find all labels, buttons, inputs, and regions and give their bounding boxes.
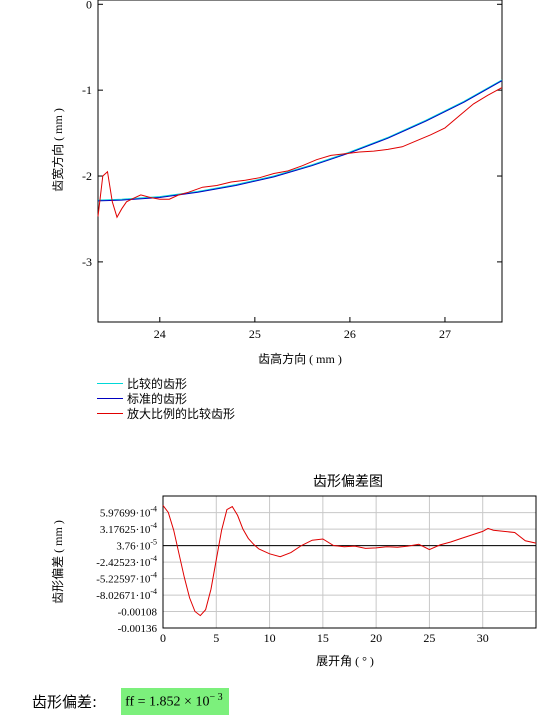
- chart2-y-tick-mantissa: 5.97699·10: [100, 508, 151, 520]
- chart2-y-tick-exponent: -4: [150, 505, 157, 514]
- chart2-y-tick-exponent: -4: [150, 587, 157, 596]
- chart2-y-tick-label: -0.00136: [118, 623, 158, 635]
- chart2-y-axis-label: 齿形偏差 ( mm ): [50, 520, 65, 604]
- chart2-y-tick-mantissa: -8.02671·10: [96, 590, 151, 602]
- chart2-y-tick-mantissa: -5.22597·10: [96, 574, 151, 586]
- chart1-x-tick-label: 26: [344, 327, 356, 341]
- chart2-y-tick-label: 5.97699·10-4: [100, 505, 157, 520]
- chart2-y-tick-exponent: -4: [150, 554, 157, 563]
- chart2-x-tick-label: 15: [317, 631, 329, 645]
- chart1-y-tick-label: 0: [86, 0, 92, 11]
- result-equals: =: [137, 694, 146, 710]
- legend-item-compared: 比较的齿形: [97, 376, 235, 391]
- chart1-plot-frame: [97, 0, 503, 323]
- chart2-y-tick-label: -5.22597·10-4: [96, 571, 157, 586]
- legend-label: 标准的齿形: [127, 392, 188, 406]
- profile-comparison-chart: 24 25 26 27 0 -1 -2 -3 齿高方向 ( mm ) 齿宽方向 ( mm ): [50, 0, 503, 366]
- chart2-x-axis-label: 展开角 ( ° ): [316, 654, 374, 668]
- result-value-box: ff = 1.852 × 10− 3: [121, 688, 229, 715]
- result-label: 齿形偏差:: [32, 692, 98, 711]
- chart2-x-tick-label: 5: [213, 631, 219, 645]
- chart1-x-tick-label: 24: [154, 327, 166, 341]
- deviation-result: 齿形偏差: ff = 1.852 × 10− 3: [32, 688, 229, 715]
- chart2-y-tick-exponent: -5: [150, 538, 157, 547]
- chart2-y-tick-label: -8.02671·10-4: [96, 587, 157, 602]
- chart2-y-tick-label: 3.17625·10-4: [100, 521, 157, 536]
- chart2-x-tick-label: 20: [370, 631, 382, 645]
- result-mantissa: 1.852 × 10: [149, 694, 210, 710]
- chart2-y-tick-mantissa: -0.00108: [118, 607, 158, 619]
- chart1-y-tick-label: -3: [82, 255, 92, 269]
- chart1-x-axis-label: 齿高方向 ( mm ): [258, 351, 342, 366]
- chart2-y-tick-mantissa: 3.17625·10: [100, 524, 151, 536]
- chart2-x-tick-label: 30: [477, 631, 489, 645]
- compared-profile-line: [97, 79, 503, 201]
- legend-swatch-cyan: [97, 383, 123, 384]
- deviation-line: [162, 505, 537, 617]
- chart2-y-tick-mantissa: -2.42523·10: [96, 557, 151, 569]
- chart2-title: 齿形偏差图: [313, 474, 383, 490]
- chart1-y-tick-label: -1: [82, 83, 92, 97]
- legend-label: 放大比例的比较齿形: [127, 407, 236, 421]
- legend-swatch-red: [97, 413, 123, 414]
- chart2-y-tick-label: -0.00108: [118, 607, 158, 619]
- chart2-x-tick-label: 0: [160, 631, 166, 645]
- chart1-x-tick-label: 25: [249, 327, 261, 341]
- chart1-x-tick-label: 27: [439, 327, 451, 341]
- chart2-x-tick-label: 10: [264, 631, 276, 645]
- chart2-plot-frame: [162, 495, 537, 629]
- magnified-profile-line: [97, 87, 503, 219]
- chart1-y-axis-label: 齿宽方向 ( mm ): [50, 108, 65, 192]
- legend-item-standard: 标准的齿形: [97, 391, 235, 406]
- chart2-x-tick-label: 25: [423, 631, 435, 645]
- chart1-y-tick-label: -2: [82, 169, 92, 183]
- legend-label: 比较的齿形: [127, 377, 188, 391]
- standard-profile-line: [97, 80, 503, 202]
- chart2-y-tick-label: -2.42523·10-4: [96, 554, 157, 569]
- legend-item-magnified: 放大比例的比较齿形: [97, 406, 235, 421]
- chart2-y-tick-label: 3.76·10-5: [116, 538, 157, 553]
- chart2-y-tick-mantissa: 3.76·10: [116, 541, 150, 553]
- chart2-y-tick-exponent: -4: [150, 571, 157, 580]
- chart2-y-tick-exponent: -4: [150, 521, 157, 530]
- chart1-legend: 比较的齿形 标准的齿形 放大比例的比较齿形: [97, 376, 235, 421]
- result-exponent: − 3: [209, 692, 223, 703]
- profile-deviation-chart: 齿形偏差图 0 5 10 15 20 25 305.97699·10-43.17625·10…: [50, 474, 537, 668]
- result-var: ff: [125, 694, 135, 710]
- legend-swatch-blue: [97, 398, 123, 399]
- chart2-y-tick-mantissa: -0.00136: [118, 623, 158, 635]
